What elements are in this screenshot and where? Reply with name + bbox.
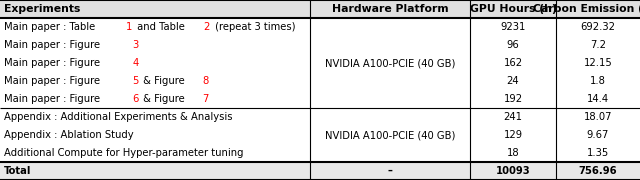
Text: NVIDIA A100-PCIE (40 GB): NVIDIA A100-PCIE (40 GB) [325, 130, 456, 140]
Text: 7: 7 [202, 94, 209, 104]
Text: 14.4: 14.4 [587, 94, 609, 104]
Text: NVIDIA A100-PCIE (40 GB): NVIDIA A100-PCIE (40 GB) [325, 58, 456, 68]
Text: 5: 5 [132, 76, 138, 86]
Text: 3: 3 [132, 40, 138, 50]
Text: 192: 192 [504, 94, 522, 104]
Text: Hardware Platform: Hardware Platform [332, 4, 449, 14]
Text: 129: 129 [504, 130, 522, 140]
Text: 162: 162 [504, 58, 522, 68]
Text: & Figure: & Figure [140, 94, 188, 104]
Text: 692.32: 692.32 [580, 22, 615, 32]
Text: Experiments: Experiments [4, 4, 81, 14]
Text: 2: 2 [204, 22, 210, 32]
Text: Main paper : Figure: Main paper : Figure [4, 76, 103, 86]
Text: –: – [388, 166, 393, 176]
Text: Main paper : Figure: Main paper : Figure [4, 40, 103, 50]
Text: Appendix : Ablation Study: Appendix : Ablation Study [4, 130, 134, 140]
Text: Appendix : Additional Experiments & Analysis: Appendix : Additional Experiments & Anal… [4, 112, 232, 122]
Text: Total: Total [4, 166, 31, 176]
Text: 756.96: 756.96 [579, 166, 617, 176]
Text: 9.67: 9.67 [587, 130, 609, 140]
Text: Carbon Emission (kg): Carbon Emission (kg) [533, 4, 640, 14]
Text: 241: 241 [504, 112, 522, 122]
Text: GPU Hours (h): GPU Hours (h) [470, 4, 556, 14]
Text: & Figure: & Figure [140, 76, 188, 86]
Bar [0, 162, 640, 180]
Text: 18.07: 18.07 [584, 112, 612, 122]
Text: 4: 4 [132, 58, 138, 68]
Text: 8: 8 [202, 76, 208, 86]
Text: 1.35: 1.35 [587, 148, 609, 158]
Text: 12.15: 12.15 [584, 58, 612, 68]
Text: 7.2: 7.2 [590, 40, 605, 50]
Text: Additional Compute for Hyper-parameter tuning: Additional Compute for Hyper-parameter t… [4, 148, 243, 158]
Text: 10093: 10093 [495, 166, 531, 176]
Text: Main paper : Table: Main paper : Table [4, 22, 99, 32]
Text: (repeat 3 times): (repeat 3 times) [212, 22, 296, 32]
Text: 9231: 9231 [500, 22, 525, 32]
Text: 18: 18 [507, 148, 519, 158]
Text: 96: 96 [507, 40, 519, 50]
Text: 1: 1 [126, 22, 132, 32]
Text: and Table: and Table [134, 22, 188, 32]
Text: Main paper : Figure: Main paper : Figure [4, 58, 103, 68]
Text: 6: 6 [132, 94, 138, 104]
Text: 24: 24 [507, 76, 519, 86]
Text: Main paper : Figure: Main paper : Figure [4, 94, 103, 104]
Bar [0, 0, 640, 18]
Text: 1.8: 1.8 [590, 76, 605, 86]
